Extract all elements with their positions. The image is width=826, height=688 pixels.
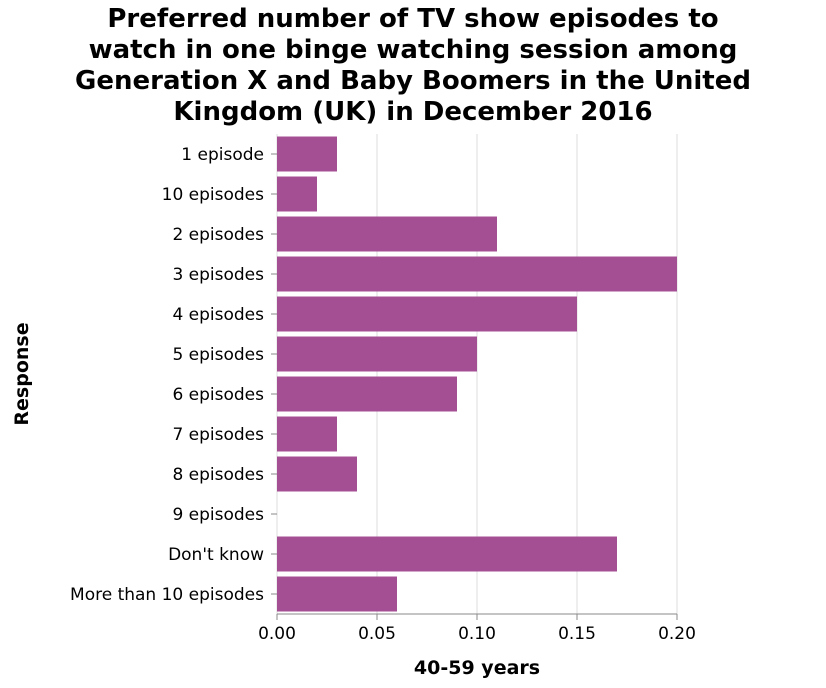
x-tick-label: 0.10 xyxy=(458,624,496,644)
x-tick-label: 0.15 xyxy=(558,624,596,644)
bar xyxy=(277,136,337,172)
chart-title: Preferred number of TV show episodes to … xyxy=(0,4,826,128)
y-tick-label: Don't know xyxy=(168,545,264,565)
gridlines xyxy=(276,134,678,614)
bar xyxy=(277,336,477,372)
y-tick-label: 2 episodes xyxy=(172,225,264,245)
chart-title-line: Preferred number of TV show episodes to xyxy=(107,4,719,34)
bar xyxy=(277,456,357,492)
bars xyxy=(277,136,677,612)
y-tick-label: 7 episodes xyxy=(172,425,264,445)
chart-title-line: Kingdom (UK) in December 2016 xyxy=(173,97,653,127)
y-tick-label: 8 episodes xyxy=(172,465,264,485)
chart-title-line: Generation X and Baby Boomers in the Uni… xyxy=(75,66,751,96)
y-tick-label: 10 episodes xyxy=(162,185,265,205)
bar xyxy=(277,416,337,452)
bar xyxy=(277,256,677,292)
y-tick-label: 4 episodes xyxy=(172,305,264,325)
chart-title-line: watch in one binge watching session amon… xyxy=(88,35,738,65)
y-axis: 1 episode 10 episodes 2 episodes 3 episodes… xyxy=(70,145,277,605)
x-tick-label: 0.05 xyxy=(358,624,396,644)
y-tick-label: More than 10 episodes xyxy=(70,585,264,605)
x-tick-label: 0.20 xyxy=(658,624,696,644)
y-tick-label: 3 episodes xyxy=(172,265,264,285)
bar xyxy=(277,536,617,572)
y-axis-title: Response xyxy=(11,322,33,425)
x-axis: 0.00 0.05 0.10 0.15 0.20 xyxy=(258,613,696,644)
y-tick-label: 6 episodes xyxy=(172,385,264,405)
bar xyxy=(277,296,577,332)
bar xyxy=(277,216,497,252)
x-tick-label: 0.00 xyxy=(258,624,296,644)
y-tick-label: 9 episodes xyxy=(172,505,264,525)
bar xyxy=(277,376,457,412)
y-tick-label: 1 episode xyxy=(181,145,264,165)
x-axis-title: 40-59 years xyxy=(414,657,540,679)
bar xyxy=(277,576,397,612)
bar xyxy=(277,176,317,212)
y-tick-label: 5 episodes xyxy=(172,345,264,365)
